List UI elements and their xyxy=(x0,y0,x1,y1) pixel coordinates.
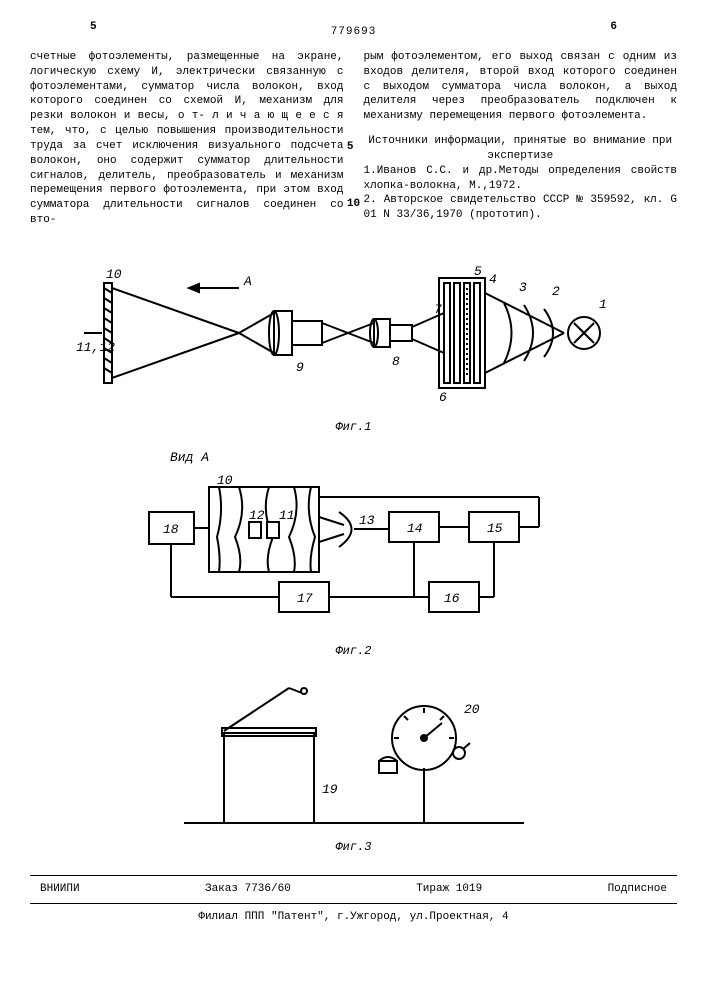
footer-line1: ВНИИПИ Заказ 7736/60 Тираж 1019 Подписно… xyxy=(30,882,677,904)
document-number: 779693 xyxy=(331,25,377,40)
fig2-caption: Фиг.2 xyxy=(30,643,677,659)
fig2-label-17: 17 xyxy=(297,591,313,606)
fig3-caption: Фиг.3 xyxy=(30,839,677,855)
fig2-label-13: 13 xyxy=(359,513,375,528)
figures: 10 11,12 А 9 8 6 7 5 4 3 2 1 Фиг.1 Вид А xyxy=(30,253,677,855)
source-2: 2. Авторское свидетельство СССР № 359592… xyxy=(364,193,678,223)
fig3-label-19: 19 xyxy=(322,782,338,797)
fig2-label-16: 16 xyxy=(444,591,460,606)
fig1-label-8: 8 xyxy=(392,354,400,369)
view-a-label: Вид А xyxy=(30,449,677,467)
fig2-label-12: 12 xyxy=(249,508,265,523)
fig1-caption: Фиг.1 xyxy=(30,419,677,435)
figure-2: 10 12 11 13 14 15 16 17 18 xyxy=(139,467,569,637)
fig1-label-6: 6 xyxy=(439,390,447,405)
footer-org: ВНИИПИ xyxy=(40,882,80,897)
page-number-left: 5 xyxy=(90,20,97,35)
page: 5 6 779693 счетные фотоэлементы, размеще… xyxy=(0,0,707,1000)
fig1-label-5: 5 xyxy=(474,264,482,279)
fig1-label-7: 7 xyxy=(434,302,442,317)
figure-1: 10 11,12 А 9 8 6 7 5 4 3 2 1 xyxy=(74,253,634,413)
row-marker: 5 xyxy=(347,140,360,155)
footer: ВНИИПИ Заказ 7736/60 Тираж 1019 Подписно… xyxy=(30,875,677,925)
fig1-label-3: 3 xyxy=(519,280,527,295)
sources-title: Источники информации, принятые во вниман… xyxy=(364,134,678,164)
page-number-right: 6 xyxy=(610,20,617,35)
fig3-label-20: 20 xyxy=(464,702,480,717)
fig1-label-1: 1 xyxy=(599,297,607,312)
fig1-label-10: 10 xyxy=(106,267,122,282)
right-para1: рым фотоэлементом, его выход связан с од… xyxy=(364,50,678,124)
fig1-label-A: А xyxy=(243,274,252,289)
source-1: 1.Иванов С.С. и др.Методы определения св… xyxy=(364,164,678,194)
fig1-label-1112: 11,12 xyxy=(76,340,115,355)
fig2-label-14: 14 xyxy=(407,521,423,536)
fig2-label-18: 18 xyxy=(163,522,179,537)
fig2-label-10: 10 xyxy=(217,473,233,488)
right-column: рым фотоэлементом, его выход связан с од… xyxy=(364,50,678,228)
figure-3: 19 20 xyxy=(174,673,534,833)
fig2-label-15: 15 xyxy=(487,521,503,536)
fig1-label-2: 2 xyxy=(552,284,560,299)
left-column: счетные фотоэлементы, размещенные на экр… xyxy=(30,50,344,228)
footer-order: Заказ 7736/60 xyxy=(205,882,291,897)
fig1-label-9: 9 xyxy=(296,360,304,375)
footer-sign: Подписное xyxy=(608,882,667,897)
footer-line2: Филиал ППП "Патент", г.Ужгород, ул.Проек… xyxy=(30,904,677,925)
footer-tirazh: Тираж 1019 xyxy=(416,882,482,897)
fig2-label-11: 11 xyxy=(279,508,295,523)
fig1-label-4: 4 xyxy=(489,272,497,287)
left-column-text: счетные фотоэлементы, размещенные на экр… xyxy=(30,50,344,228)
row-marker: 10 xyxy=(347,197,360,212)
row-markers: 5 10 xyxy=(347,140,360,212)
